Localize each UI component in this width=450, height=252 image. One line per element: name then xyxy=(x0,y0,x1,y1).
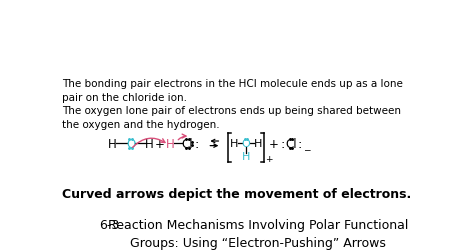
Text: H: H xyxy=(166,137,175,150)
Text: 6-3: 6-3 xyxy=(99,218,119,231)
Text: O: O xyxy=(242,139,251,149)
FancyArrowPatch shape xyxy=(178,135,186,140)
Text: +: + xyxy=(266,154,273,163)
Text: H: H xyxy=(242,151,250,161)
Text: +: + xyxy=(154,137,164,150)
Text: :: : xyxy=(195,137,199,150)
Text: Curved arrows depict the movement of electrons.: Curved arrows depict the movement of ele… xyxy=(63,187,412,200)
Text: Cl: Cl xyxy=(285,137,297,150)
Text: The oxygen lone pair of electrons ends up being shared between
the oxygen and th: The oxygen lone pair of electrons ends u… xyxy=(63,105,401,129)
Text: H: H xyxy=(108,137,117,150)
Text: Cl: Cl xyxy=(181,137,193,150)
Text: The bonding pair electrons in the HCl molecule ends up as a lone
pair on the chl: The bonding pair electrons in the HCl mo… xyxy=(63,79,403,103)
Text: H: H xyxy=(145,137,153,150)
Text: H: H xyxy=(253,139,262,149)
Text: −: − xyxy=(303,145,310,154)
Text: H: H xyxy=(230,139,238,149)
Text: O: O xyxy=(126,137,135,150)
FancyArrowPatch shape xyxy=(133,139,165,148)
Text: +: + xyxy=(268,137,278,150)
Text: :: : xyxy=(297,137,302,150)
Text: Reaction Mechanisms Involving Polar Functional
Groups: Using “Electron-Pushing” : Reaction Mechanisms Involving Polar Func… xyxy=(108,218,408,249)
Text: :: : xyxy=(280,137,285,150)
